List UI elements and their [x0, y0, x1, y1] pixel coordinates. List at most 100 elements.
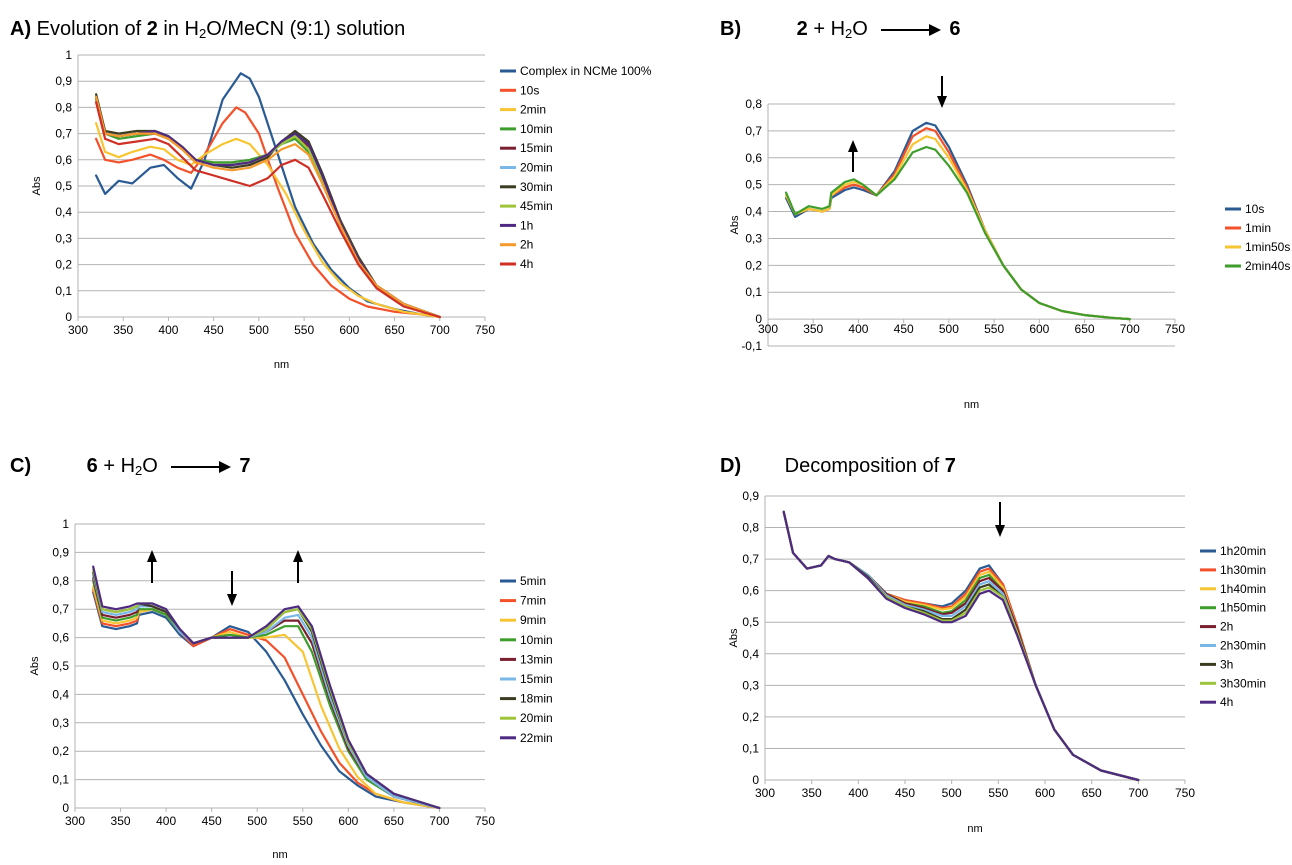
legend-entry: 10s: [1245, 202, 1264, 216]
series-line: [92, 588, 441, 810]
x-tick-label: 350: [111, 814, 131, 828]
x-tick-label: 650: [1075, 322, 1095, 336]
panel-a-title-post: O/MeCN (9:1) solution: [206, 18, 406, 40]
x-tick-label: 400: [158, 323, 178, 337]
series-line: [92, 579, 441, 810]
y-tick-label: 0,9: [742, 489, 759, 503]
y-tick-label: 0,2: [742, 710, 759, 724]
y-tick-label: 0,5: [745, 178, 762, 192]
legend-entry: 1min: [1245, 221, 1271, 235]
legend-entry: 4h: [1220, 695, 1233, 709]
x-tick-label: 450: [894, 322, 914, 336]
panel-d-label: D): [720, 455, 742, 477]
legend-entry: 1h50min: [1220, 601, 1266, 615]
x-tick-label: 750: [1165, 322, 1185, 336]
trend-arrow-icon: [293, 550, 303, 583]
x-axis-label: nm: [274, 359, 289, 371]
x-tick-label: 550: [294, 323, 314, 337]
legend-entry: 3h: [1220, 657, 1233, 671]
series-line: [782, 510, 1140, 782]
x-tick-label: 400: [156, 814, 176, 828]
y-tick-label: 0,6: [742, 584, 759, 598]
y-tick-label: 0,1: [745, 285, 762, 299]
panel-b-label: B): [720, 18, 742, 40]
y-tick-label: 0,2: [52, 744, 69, 758]
y-tick-label: 0,8: [55, 100, 72, 114]
panel-a-title-sub: 2: [199, 26, 207, 41]
y-tick-label: 0,3: [52, 716, 69, 730]
y-tick-label: 0,6: [745, 151, 762, 165]
grid: [75, 523, 485, 809]
y-tick-label: 0,8: [745, 97, 762, 111]
y-axis-label: Abs: [29, 656, 41, 675]
x-tick-label: 600: [338, 814, 358, 828]
y-tick-label: 0,3: [55, 231, 72, 245]
legend-entry: 1h: [520, 218, 533, 232]
y-tick-label: 0,6: [55, 153, 72, 167]
x-tick-label: 300: [755, 786, 775, 800]
legend-entry: 20min: [520, 161, 553, 175]
x-axis-label: nm: [967, 823, 982, 835]
y-tick-label: 0,7: [742, 552, 759, 566]
y-tick-label: 1: [62, 517, 69, 531]
y-tick-label: -0,1: [741, 339, 762, 353]
x-tick-label: 650: [385, 323, 405, 337]
y-tick-label: 0,8: [52, 574, 69, 588]
series-line: [782, 510, 1140, 782]
legend-entry: 15min: [520, 141, 553, 155]
y-tick-label: 0,5: [52, 659, 69, 673]
y-axis-label: Abs: [729, 215, 741, 234]
x-tick-label: 500: [249, 323, 269, 337]
legend-entry: 7min: [520, 594, 546, 608]
trend-arrow-icon: [937, 76, 947, 108]
series-line: [782, 510, 1140, 782]
y-tick-label: 0,4: [55, 205, 72, 219]
y-tick-label: 0: [65, 310, 72, 324]
legend-entry: 10min: [520, 122, 553, 136]
grid: [768, 103, 1175, 347]
panel-b-plus-h: + H: [807, 18, 846, 40]
x-tick-label: 500: [939, 322, 959, 336]
series-line: [782, 510, 1140, 782]
x-tick-label: 600: [339, 323, 359, 337]
legend-entry: 13min: [520, 652, 553, 666]
y-tick-label: 0,9: [52, 545, 69, 559]
panel-c-reactant: 6: [86, 455, 98, 477]
legend-entry: 4h: [520, 257, 533, 271]
legend-entry: 1h30min: [1220, 563, 1266, 577]
panel-d-title: D) Decomposition of 7: [720, 455, 956, 478]
y-tick-label: 0,5: [55, 179, 72, 193]
panel-a-title: A) Evolution of 2 in H2O/MeCN (9:1) solu…: [10, 18, 405, 41]
x-tick-label: 500: [247, 814, 267, 828]
x-tick-label: 300: [68, 323, 88, 337]
panel-c-label: C): [10, 455, 32, 477]
panel-d-title-pre: Decomposition of: [784, 455, 945, 477]
series-line: [94, 106, 441, 319]
series-line: [94, 121, 441, 319]
legend-entry: 2h30min: [1220, 639, 1266, 653]
x-tick-label: 750: [1175, 786, 1195, 800]
y-tick-label: 0,4: [742, 647, 759, 661]
panel-c-reaction-arrow-icon: [171, 460, 232, 473]
series-line: [94, 93, 441, 319]
y-tick-label: 0,8: [742, 521, 759, 535]
x-tick-label: 450: [202, 814, 222, 828]
y-tick-label: 0,5: [742, 615, 759, 629]
series-line: [782, 510, 1140, 782]
x-axis-label: nm: [964, 399, 979, 411]
series-line: [782, 510, 1140, 782]
series-line: [784, 145, 1131, 321]
legend-entry: 2h: [520, 238, 533, 252]
legend-entry: 18min: [520, 692, 553, 706]
panel-a-title-compound: 2: [146, 18, 158, 40]
x-tick-label: 350: [803, 322, 823, 336]
legend-entry: 5min: [520, 574, 546, 588]
legend-entry: 2min40s: [1245, 259, 1290, 273]
trend-arrow-icon: [848, 140, 858, 172]
x-tick-label: 300: [65, 814, 85, 828]
series-line: [92, 565, 441, 810]
y-axis-label: Abs: [31, 176, 43, 195]
y-axis-label: Abs: [728, 628, 740, 647]
